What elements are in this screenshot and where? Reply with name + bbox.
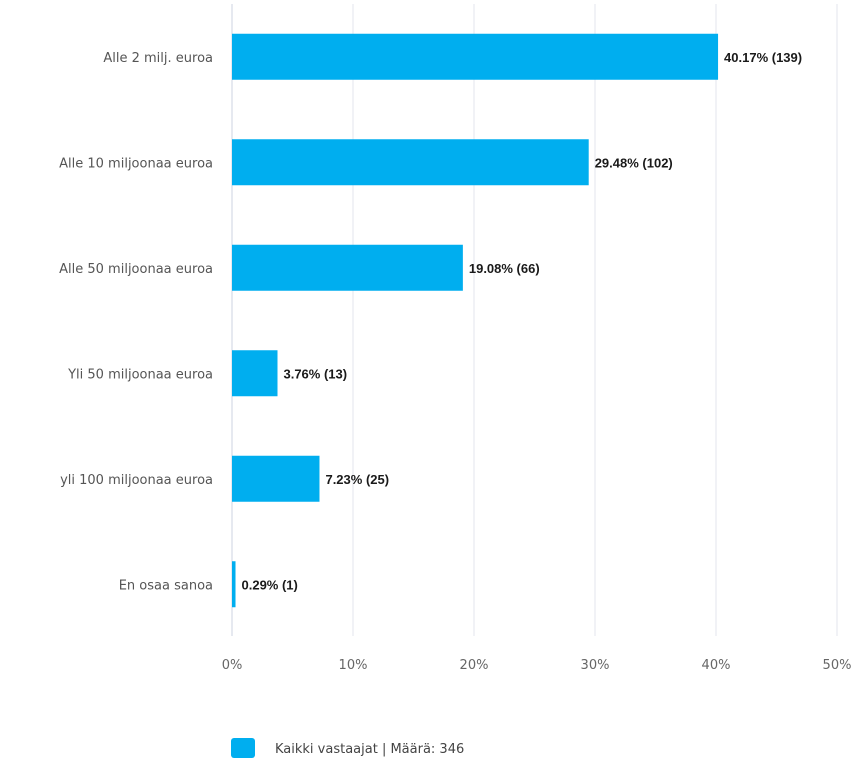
bar[interactable]	[232, 139, 589, 185]
data-labels: 40.17% (139) 29.48% (102) 19.08% (66) 3.76%…	[242, 50, 803, 593]
bar[interactable]	[232, 34, 718, 80]
x-tick-label: 20%	[460, 658, 489, 673]
bars	[232, 34, 718, 608]
data-label: 40.17% (139)	[724, 50, 802, 65]
category-label: Yli 50 miljoonaa euroa	[67, 367, 213, 382]
data-label: 0.29% (1)	[242, 577, 298, 592]
legend-swatch[interactable]	[231, 738, 255, 758]
category-label: yli 100 miljoonaa euroa	[60, 473, 213, 488]
x-tick-label: 50%	[823, 658, 852, 673]
bar[interactable]	[232, 456, 319, 502]
x-tick-label: 0%	[222, 658, 243, 673]
x-tick-label: 40%	[702, 658, 731, 673]
category-label: Alle 10 miljoonaa euroa	[59, 156, 213, 171]
category-label: Alle 2 milj. euroa	[103, 51, 213, 66]
category-labels: Alle 2 milj. euroa Alle 10 miljoonaa euro…	[59, 51, 213, 594]
x-tick-labels: 0% 10% 20% 30% 40% 50%	[222, 658, 852, 673]
bar[interactable]	[232, 350, 277, 396]
x-tick-label: 10%	[339, 658, 368, 673]
data-label: 3.76% (13)	[283, 366, 347, 381]
legend-label[interactable]: Kaikki vastaajat | Määrä: 346	[275, 742, 464, 757]
bar[interactable]	[232, 561, 236, 607]
data-label: 29.48% (102)	[595, 155, 673, 170]
grid-lines	[353, 4, 837, 636]
x-tick-label: 30%	[581, 658, 610, 673]
data-label: 7.23% (25)	[325, 472, 389, 487]
bar[interactable]	[232, 245, 463, 291]
legend[interactable]: Kaikki vastaajat | Määrä: 346	[231, 738, 464, 758]
data-label: 19.08% (66)	[469, 261, 540, 276]
category-label: Alle 50 miljoonaa euroa	[59, 262, 213, 277]
category-label: En osaa sanoa	[119, 578, 213, 593]
